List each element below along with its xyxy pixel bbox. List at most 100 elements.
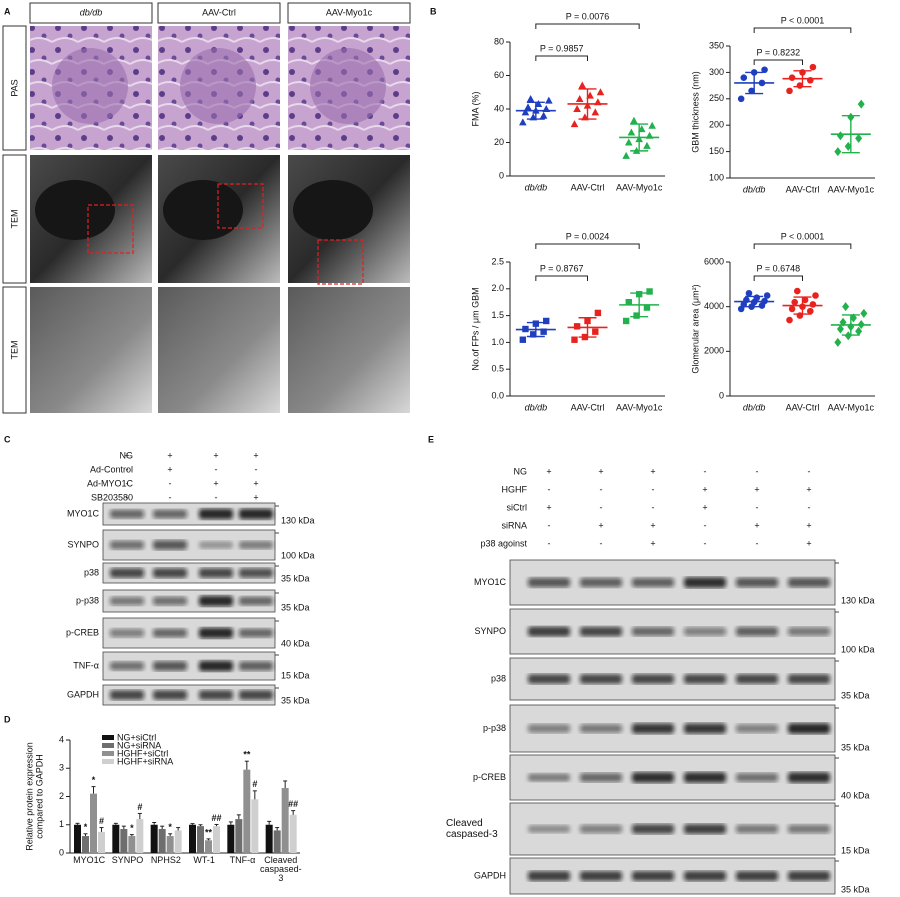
- row-label-box: [2, 286, 27, 414]
- band: [239, 508, 273, 520]
- data-point: [857, 99, 865, 109]
- kda-label: 35 kDa: [841, 690, 870, 700]
- data-point: [648, 121, 656, 129]
- p-value: P = 0.9857: [540, 43, 584, 53]
- treatment-label: siCtrl: [507, 502, 528, 512]
- x-tick-label: AAV-Myo1c: [828, 402, 875, 412]
- band: [528, 577, 570, 588]
- legend-label: HGHF+siCtrl: [117, 748, 168, 758]
- comparison-bracket: [753, 243, 852, 249]
- band: [110, 690, 144, 700]
- data-point: [745, 289, 753, 297]
- treatment-sign: -: [756, 538, 759, 548]
- band: [239, 540, 273, 550]
- cell-body: [163, 180, 243, 240]
- treatment-label: HGHF: [502, 484, 528, 494]
- blot-label: p38: [491, 673, 506, 683]
- bar: [158, 828, 166, 853]
- p-value: P = 0.0076: [566, 11, 610, 21]
- p-value: P < 0.0001: [781, 231, 825, 241]
- x-tick-label: AAV-Ctrl: [786, 184, 820, 194]
- band: [580, 577, 622, 588]
- data-point: [575, 94, 584, 102]
- significance-mark: *: [84, 822, 88, 832]
- band: [580, 824, 622, 834]
- band: [788, 674, 830, 684]
- data-point: [625, 299, 632, 306]
- band: [788, 871, 830, 881]
- bar: [289, 814, 297, 853]
- data-point: [855, 133, 863, 143]
- micrograph: [288, 287, 410, 413]
- band: [110, 628, 144, 638]
- band: [199, 595, 233, 607]
- bar: [82, 836, 89, 853]
- band: [153, 596, 187, 606]
- band: [684, 674, 726, 684]
- y-tick-label: 0.5: [491, 364, 504, 374]
- y-tick-label: 100: [709, 172, 724, 182]
- data-point: [571, 336, 578, 343]
- comparison-bracket: [535, 275, 588, 281]
- data-point: [740, 74, 748, 81]
- band: [736, 577, 778, 588]
- x-tick-label-box: SYNPO: [112, 856, 144, 865]
- band: [788, 723, 830, 734]
- bar: [197, 826, 204, 853]
- y-tick-label: 300: [709, 67, 724, 77]
- y-tick-label: 0: [719, 390, 724, 400]
- band: [788, 824, 830, 834]
- x-tick-label-box: MYO1C: [73, 856, 105, 865]
- band: [788, 772, 830, 783]
- x-tick-label-box: TNF-α: [230, 856, 256, 865]
- significance-mark: **: [243, 750, 251, 760]
- y-tick-label: 80: [494, 36, 504, 46]
- blot-label: p38: [84, 567, 99, 577]
- band: [736, 724, 778, 733]
- band: [110, 540, 144, 550]
- treatment-sign: +: [650, 466, 655, 476]
- x-tick-label-box: WT-1: [193, 856, 215, 865]
- treatment-sign: -: [756, 466, 759, 476]
- band: [788, 577, 830, 588]
- treatment-sign: -: [169, 478, 172, 488]
- data-point: [860, 308, 868, 318]
- treatment-sign: -: [704, 538, 707, 548]
- treatment-sign: +: [806, 538, 811, 548]
- blot-strip: [102, 589, 276, 613]
- treatment-sign: +: [754, 484, 759, 494]
- data-point: [521, 108, 530, 116]
- x-tick-label: Cleaved caspased-3: [260, 856, 302, 882]
- legend-label: NG+siRNA: [117, 740, 161, 750]
- band: [632, 577, 674, 588]
- treatment-sign: +: [806, 484, 811, 494]
- band: [632, 772, 674, 783]
- treatment-sign: -: [548, 484, 551, 494]
- x-tick-label-box: NPHS2: [151, 856, 181, 865]
- x-tick-label: db/db: [743, 402, 766, 412]
- band: [239, 661, 273, 671]
- band: [684, 627, 726, 636]
- data-point: [834, 337, 842, 347]
- band: [580, 626, 622, 637]
- blot-label-box: Cleaved caspased-3: [446, 818, 498, 840]
- data-point: [594, 309, 602, 317]
- bar: [90, 793, 97, 853]
- kda-label: 40 kDa: [281, 638, 310, 648]
- blot-label: p-CREB: [66, 627, 99, 637]
- band: [632, 627, 674, 636]
- data-point: [761, 66, 768, 74]
- bar: [98, 831, 105, 853]
- cell-body: [35, 180, 115, 240]
- blot-label: p-p38: [483, 723, 506, 733]
- y-axis-label: compared to GAPDH: [34, 754, 44, 839]
- band: [580, 674, 622, 684]
- treatment-sign: -: [255, 464, 258, 474]
- micrograph: [158, 287, 280, 413]
- y-axis-label: FMA (%): [470, 91, 480, 126]
- data-point: [807, 307, 814, 315]
- band: [528, 724, 570, 733]
- significance-mark: #: [99, 816, 104, 826]
